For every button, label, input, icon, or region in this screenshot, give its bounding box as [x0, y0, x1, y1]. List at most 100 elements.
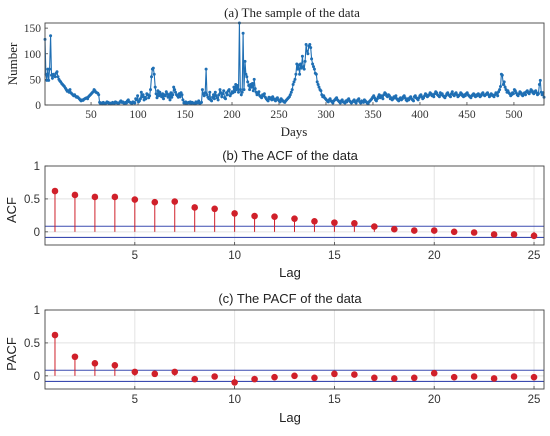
data-point	[300, 54, 304, 58]
data-point	[50, 76, 54, 80]
x-axis-label-b: Lag	[279, 265, 301, 280]
data-point	[180, 93, 184, 97]
chart-title-a: (a) The sample of the data	[224, 5, 360, 20]
data-point	[250, 82, 254, 85]
data-point	[450, 90, 454, 94]
stem-marker	[490, 231, 498, 238]
data-point	[55, 70, 59, 74]
stem-marker	[530, 232, 538, 240]
data-point	[314, 72, 318, 76]
panel-time-series: (a) The sample of the data Number Days 5…	[5, 5, 546, 139]
stem-marker	[111, 193, 119, 201]
data-point	[316, 83, 320, 86]
tick-labels-a: 50 100 150 200 250 300 350 400 450 500 0 50 100 150	[24, 23, 523, 121]
data-point	[222, 89, 226, 93]
data-point	[203, 91, 207, 95]
data-point	[278, 100, 282, 104]
stem-marker	[351, 219, 358, 227]
data-point	[498, 88, 502, 92]
data-point	[301, 65, 305, 69]
data-point	[315, 80, 319, 84]
stem-marker	[51, 331, 59, 339]
stem-marker	[510, 373, 518, 380]
data-point	[319, 89, 323, 93]
data-point	[225, 93, 229, 97]
data-point	[47, 78, 51, 82]
y-tick-label: 1	[34, 305, 40, 317]
data-point	[412, 99, 415, 103]
stem-marker	[171, 198, 179, 205]
data-point	[500, 73, 504, 77]
x-tick-label: 25	[528, 394, 541, 406]
data-point	[171, 93, 175, 97]
stem-marker	[151, 370, 159, 378]
data-point	[432, 95, 436, 99]
stem-marker	[291, 372, 298, 380]
data-point	[154, 92, 158, 96]
data-point	[239, 93, 243, 97]
data-point	[252, 77, 256, 81]
x-tick-label: 5	[132, 394, 138, 406]
data-point	[241, 31, 245, 35]
data-point	[310, 57, 314, 61]
x-tick-label-a: 350	[364, 109, 382, 121]
data-point	[138, 97, 142, 101]
data-point	[302, 67, 306, 71]
data-point	[53, 75, 57, 79]
plot-area-b	[45, 187, 544, 240]
data-point	[311, 62, 315, 66]
data-point	[178, 95, 182, 99]
stem-marker	[211, 205, 218, 213]
data-point	[235, 88, 239, 92]
data-point	[181, 98, 185, 102]
tick-labels-b: 5 10 15 20 25 0 0.5 1	[24, 161, 540, 262]
x-tick-label-a: 200	[223, 109, 241, 121]
chart-title-c: (c) The PACF of the data	[218, 291, 362, 306]
data-point	[251, 89, 255, 93]
data-point	[173, 88, 177, 92]
stem-marker	[71, 191, 79, 199]
data-point	[304, 43, 308, 46]
data-point	[220, 95, 224, 99]
data-point	[162, 97, 165, 101]
data-point	[294, 72, 298, 76]
data-point	[246, 80, 250, 84]
data-point	[200, 88, 204, 92]
data-point	[308, 43, 312, 46]
stem-marker	[71, 353, 79, 361]
data-point	[148, 94, 152, 98]
grid-b	[45, 165, 544, 245]
data-point	[174, 90, 177, 94]
x-tick-label-a: 300	[317, 109, 335, 121]
y-tick-label: 0	[34, 371, 40, 383]
data-point	[499, 85, 502, 88]
data-point	[163, 94, 167, 98]
stem-marker	[470, 373, 478, 380]
panel-acf: (b) The ACF of the data ACF Lag 5 10 15 20 2…	[4, 148, 545, 280]
data-point	[208, 90, 212, 94]
x-tick-label-a: 500	[505, 109, 523, 121]
data-point	[299, 62, 302, 66]
x-axis-label-c: Lag	[279, 410, 301, 425]
data-point	[381, 97, 385, 101]
plot-area-a	[43, 21, 546, 106]
data-point	[141, 93, 145, 97]
x-tick-label-a: 250	[270, 109, 288, 121]
stem-marker	[391, 225, 398, 233]
data-point	[227, 88, 231, 92]
y-tick-label-a: 50	[30, 74, 42, 86]
stem-marker	[530, 373, 538, 381]
data-point	[253, 87, 257, 91]
data-point	[293, 77, 297, 81]
data-point	[357, 97, 361, 101]
data-point	[150, 75, 153, 79]
x-tick-label-a: 50	[85, 109, 97, 121]
data-point	[68, 88, 72, 92]
data-point	[133, 101, 137, 105]
y-tick-label-a: 100	[24, 49, 42, 61]
stem-marker	[131, 196, 139, 203]
data-point	[144, 97, 148, 101]
data-point	[309, 46, 313, 50]
data-point	[496, 94, 500, 98]
